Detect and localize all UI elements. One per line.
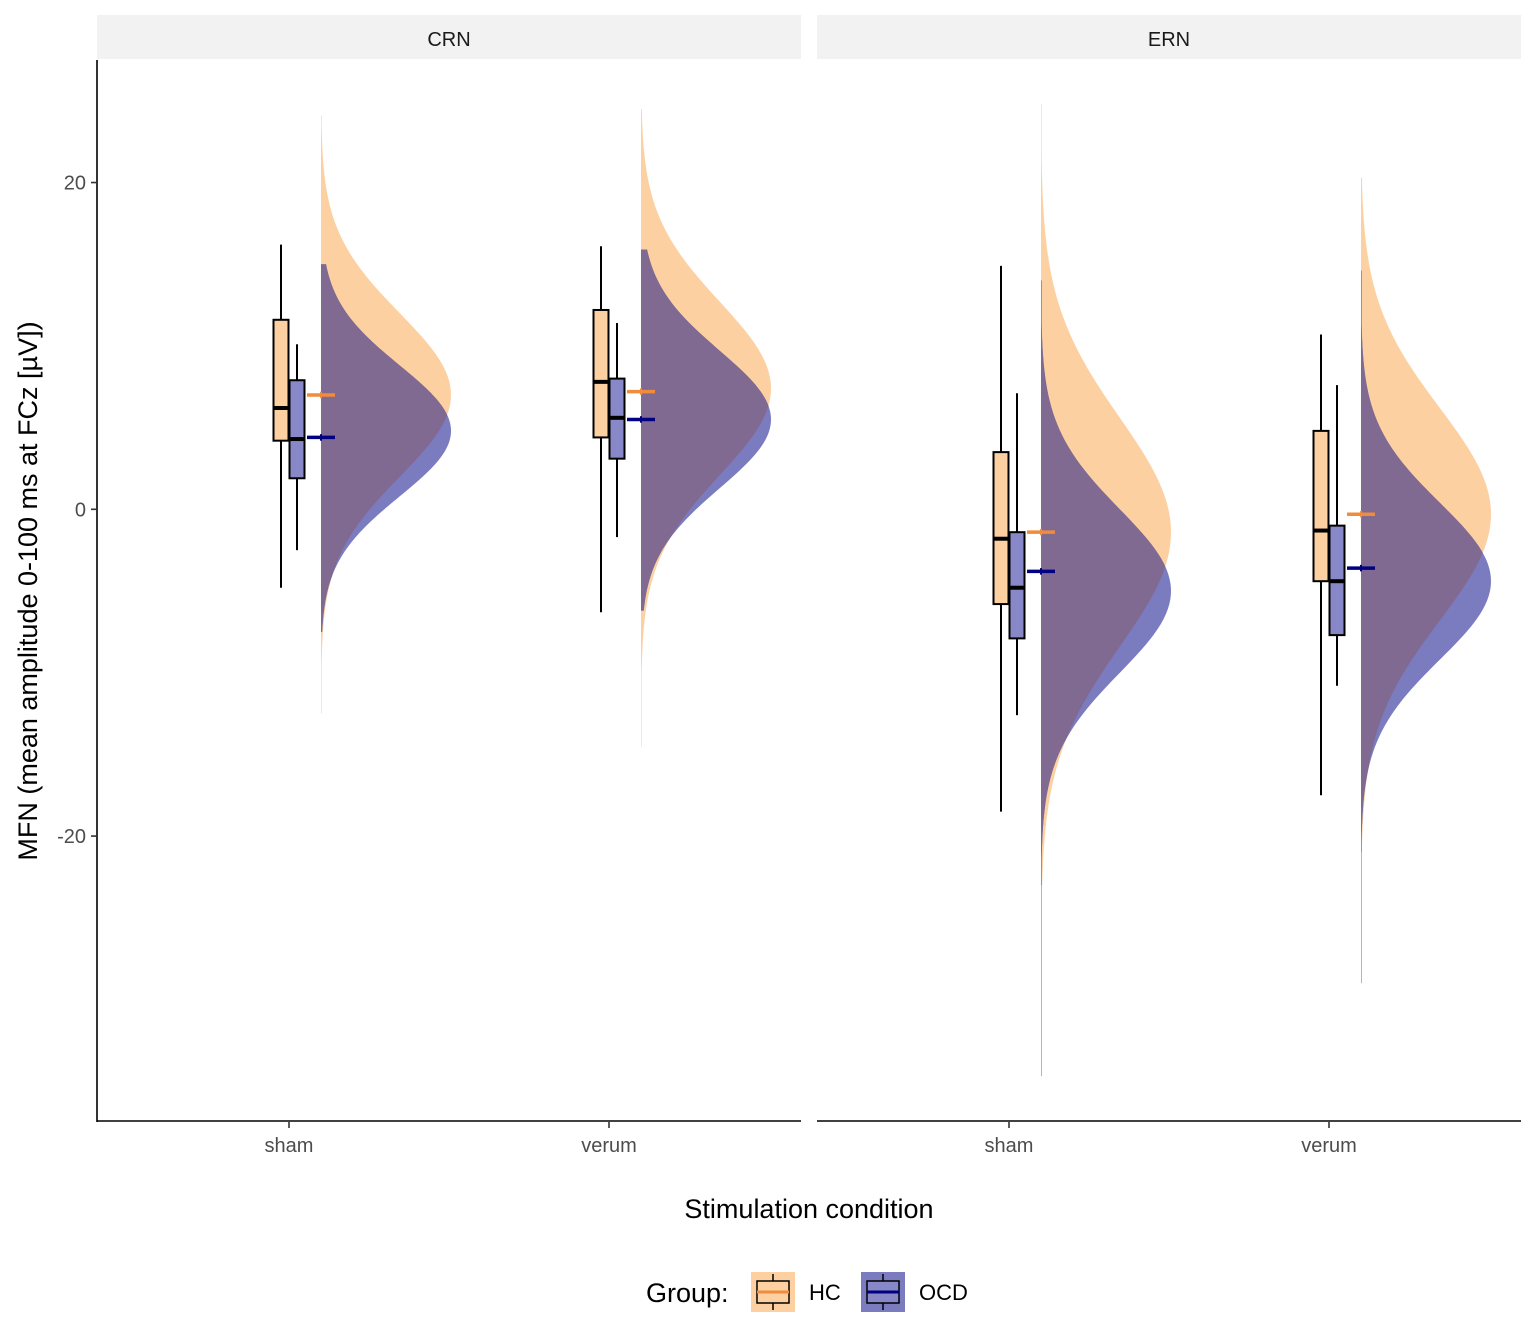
y-tick-label: 20 — [64, 173, 86, 195]
boxplot-ocd-crn-sham — [288, 344, 306, 551]
boxplot-hc-crn-sham — [272, 244, 290, 588]
density-crn-sham — [321, 115, 451, 714]
x-tick-label: sham — [985, 1135, 1034, 1157]
strip-ern-background — [817, 15, 1521, 59]
x-axis-ticks: sham verum sham verum — [265, 1122, 1357, 1157]
legend-label-ocd: OCD — [919, 1280, 968, 1305]
mean-hc-ern-sham — [1027, 528, 1055, 536]
boxplot-ocd-ern-verum — [1328, 385, 1346, 686]
x-tick-label: verum — [1301, 1135, 1357, 1157]
mean-ocd-crn-verum — [627, 416, 655, 423]
y-tick-label: -20 — [57, 826, 86, 848]
boxplot-hc-crn-verum — [592, 246, 610, 613]
x-tick-label: verum — [581, 1135, 637, 1157]
boxplot-hc-ern-verum — [1312, 334, 1330, 796]
strip-crn-label: CRN — [427, 29, 470, 51]
mean-hc-crn-sham — [307, 391, 335, 399]
panel-ern — [992, 104, 1491, 1077]
x-tick-label: sham — [265, 1135, 314, 1157]
y-tick-label: 0 — [75, 499, 86, 521]
y-axis-ticks: -20 0 20 — [57, 173, 97, 848]
panel-crn — [272, 109, 771, 747]
boxplot-hc-ern-sham — [992, 265, 1010, 812]
density-ern-sham — [1041, 104, 1171, 1077]
strip-ern-label: ERN — [1148, 29, 1190, 51]
density-overlap — [641, 249, 771, 611]
legend-title: Group: — [646, 1278, 729, 1308]
mean-ocd-ern-sham — [1027, 568, 1055, 575]
boxplot-ocd-crn-verum — [608, 323, 626, 538]
legend-key-hc — [751, 1272, 795, 1312]
density-crn-verum — [641, 109, 771, 747]
strip-crn-background — [97, 15, 801, 59]
legend-key-ocd — [861, 1272, 905, 1312]
y-axis-title: MFN (mean amplitude 0-100 ms at FCz [µV]… — [13, 321, 43, 860]
mean-hc-ern-verum — [1347, 510, 1375, 518]
density-overlap — [1361, 270, 1491, 853]
density-ern-verum — [1361, 177, 1491, 984]
legend-label-hc: HC — [809, 1280, 841, 1305]
legend: Group: HC OCD — [646, 1272, 968, 1312]
x-axis-title: Stimulation condition — [684, 1194, 933, 1224]
density-overlap — [321, 264, 451, 632]
mean-ocd-ern-verum — [1347, 564, 1375, 572]
mean-ocd-crn-sham — [307, 434, 335, 441]
mean-hc-crn-verum — [627, 388, 655, 395]
boxplot-ocd-ern-sham — [1008, 393, 1026, 716]
